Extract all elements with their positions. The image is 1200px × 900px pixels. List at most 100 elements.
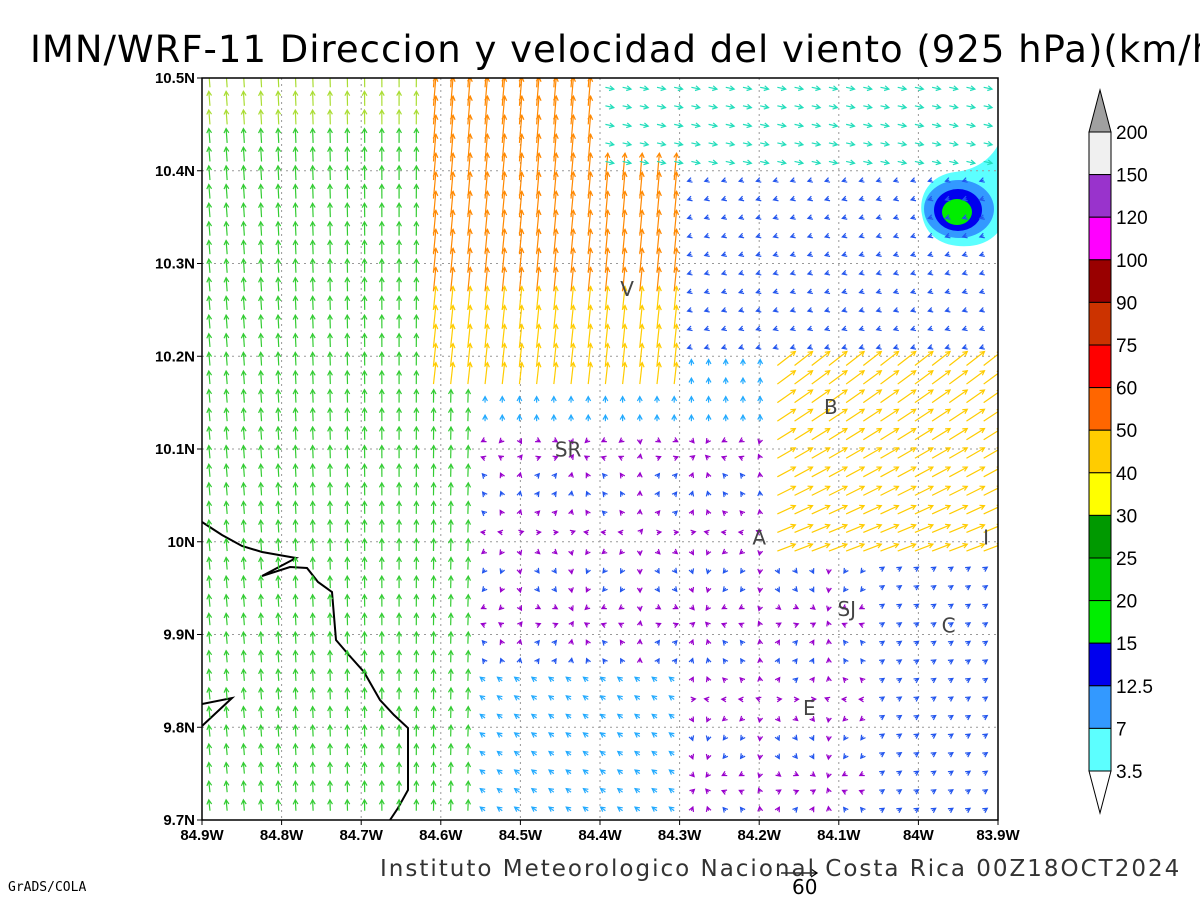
- wind-vector-head: [516, 587, 523, 594]
- wind-vector: [599, 769, 606, 775]
- wind-vector-head: [430, 761, 437, 768]
- wind-vector: [223, 444, 230, 459]
- wind-vector-head: [479, 769, 486, 775]
- wind-vector: [792, 753, 798, 760]
- wind-vector: [794, 466, 814, 478]
- wind-vector: [378, 668, 385, 681]
- wind-vector-shaft: [914, 485, 934, 496]
- wind-vector-head: [739, 753, 746, 760]
- wind-vector: [845, 504, 866, 515]
- wind-vector-shaft: [294, 669, 297, 681]
- wind-vector: [430, 649, 437, 663]
- wind-vector: [931, 485, 952, 496]
- wind-vector: [447, 649, 454, 663]
- wind-vector: [896, 733, 903, 739]
- wind-vector-head: [516, 490, 523, 497]
- wind-vector-head: [757, 490, 764, 497]
- wind-vector: [480, 455, 487, 462]
- wind-vector-head: [309, 798, 316, 805]
- wind-vector: [983, 466, 998, 478]
- wind-vector: [465, 518, 472, 533]
- wind-vector-head: [945, 447, 952, 453]
- wind-vector-head: [738, 604, 745, 610]
- wind-vector-head: [378, 668, 385, 675]
- wind-vector-head: [654, 548, 661, 555]
- wind-vector: [599, 713, 606, 720]
- wind-vector: [688, 568, 695, 575]
- wind-vector-head: [913, 807, 920, 814]
- wind-vector-head: [206, 779, 213, 787]
- wind-vector: [947, 733, 954, 739]
- wind-vector-head: [344, 761, 351, 768]
- wind-vector: [465, 686, 472, 700]
- wind-vector-head: [704, 621, 711, 628]
- wind-vector: [671, 413, 678, 422]
- wind-vector-head: [879, 659, 886, 665]
- wind-vector-head: [292, 724, 299, 731]
- wind-vector-shaft: [277, 594, 280, 607]
- wind-vector-shaft: [294, 147, 297, 162]
- wind-vector-head: [344, 444, 351, 451]
- wind-vector: [616, 676, 623, 683]
- wind-vector: [826, 605, 832, 612]
- wind-vector-shaft: [260, 799, 263, 811]
- wind-vector-head: [619, 639, 626, 646]
- wind-vector: [774, 639, 780, 646]
- wind-vector: [738, 604, 745, 610]
- wind-vector-head: [258, 742, 264, 749]
- wind-vector-head: [344, 649, 351, 656]
- wind-vector: [517, 621, 523, 628]
- wind-vector-head: [499, 413, 506, 420]
- wind-vector: [672, 604, 679, 610]
- wind-vector-head: [913, 622, 920, 628]
- wind-vector-head: [841, 542, 849, 549]
- wind-vector: [774, 657, 780, 664]
- wind-vector-head: [240, 761, 247, 768]
- wind-vector: [668, 806, 675, 812]
- wind-vector-head: [344, 425, 351, 432]
- wind-vector: [430, 407, 437, 422]
- wind-vector-head: [738, 455, 745, 462]
- wind-vector-head: [499, 490, 506, 497]
- wind-vector-head: [344, 798, 351, 805]
- wind-vector: [223, 463, 230, 477]
- wind-vector: [569, 529, 576, 536]
- wind-vector: [826, 787, 832, 794]
- wind-vector: [757, 754, 764, 761]
- wind-vector-shaft: [294, 240, 297, 255]
- wind-vector-shaft: [311, 687, 314, 700]
- wind-vector: [792, 658, 798, 665]
- wind-vector: [965, 714, 972, 721]
- wind-vector: [534, 510, 541, 517]
- wind-vector: [551, 472, 558, 479]
- wind-vector: [633, 713, 641, 720]
- wind-vector: [620, 490, 626, 497]
- wind-vector: [914, 504, 935, 515]
- wind-vector-head: [585, 568, 591, 575]
- wind-vector: [396, 612, 403, 626]
- wind-vector: [982, 640, 989, 647]
- wind-vector-head: [807, 523, 814, 530]
- wind-vector: [327, 481, 333, 496]
- wind-vector: [447, 462, 454, 477]
- wind-vector: [516, 638, 523, 645]
- wind-vector: [948, 447, 969, 459]
- wind-vector: [863, 542, 883, 552]
- wind-vector-head: [689, 455, 696, 461]
- wind-vector-head: [722, 491, 729, 498]
- wind-vector-head: [705, 509, 712, 516]
- wind-vector-head: [739, 510, 746, 516]
- wind-vector: [447, 761, 454, 774]
- wind-vector-shaft: [311, 613, 314, 626]
- wind-vector-shaft: [208, 799, 211, 811]
- wind-vector-head: [292, 425, 299, 432]
- wind-vector-head: [879, 714, 886, 721]
- wind-vector: [619, 472, 626, 479]
- wind-vector-shaft: [260, 576, 263, 589]
- wind-vector-head: [841, 604, 848, 610]
- wind-vector-head: [258, 500, 264, 507]
- wind-vector-head: [447, 724, 454, 731]
- wind-vector-head: [965, 696, 972, 702]
- wind-vector-shaft: [208, 576, 211, 589]
- wind-vector: [309, 779, 316, 793]
